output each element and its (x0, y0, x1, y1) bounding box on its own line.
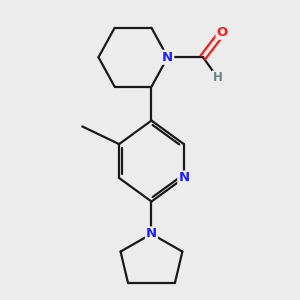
Text: N: N (162, 51, 173, 64)
Text: N: N (178, 172, 189, 184)
Text: H: H (213, 71, 223, 84)
Text: O: O (217, 26, 228, 39)
Text: N: N (146, 227, 157, 240)
